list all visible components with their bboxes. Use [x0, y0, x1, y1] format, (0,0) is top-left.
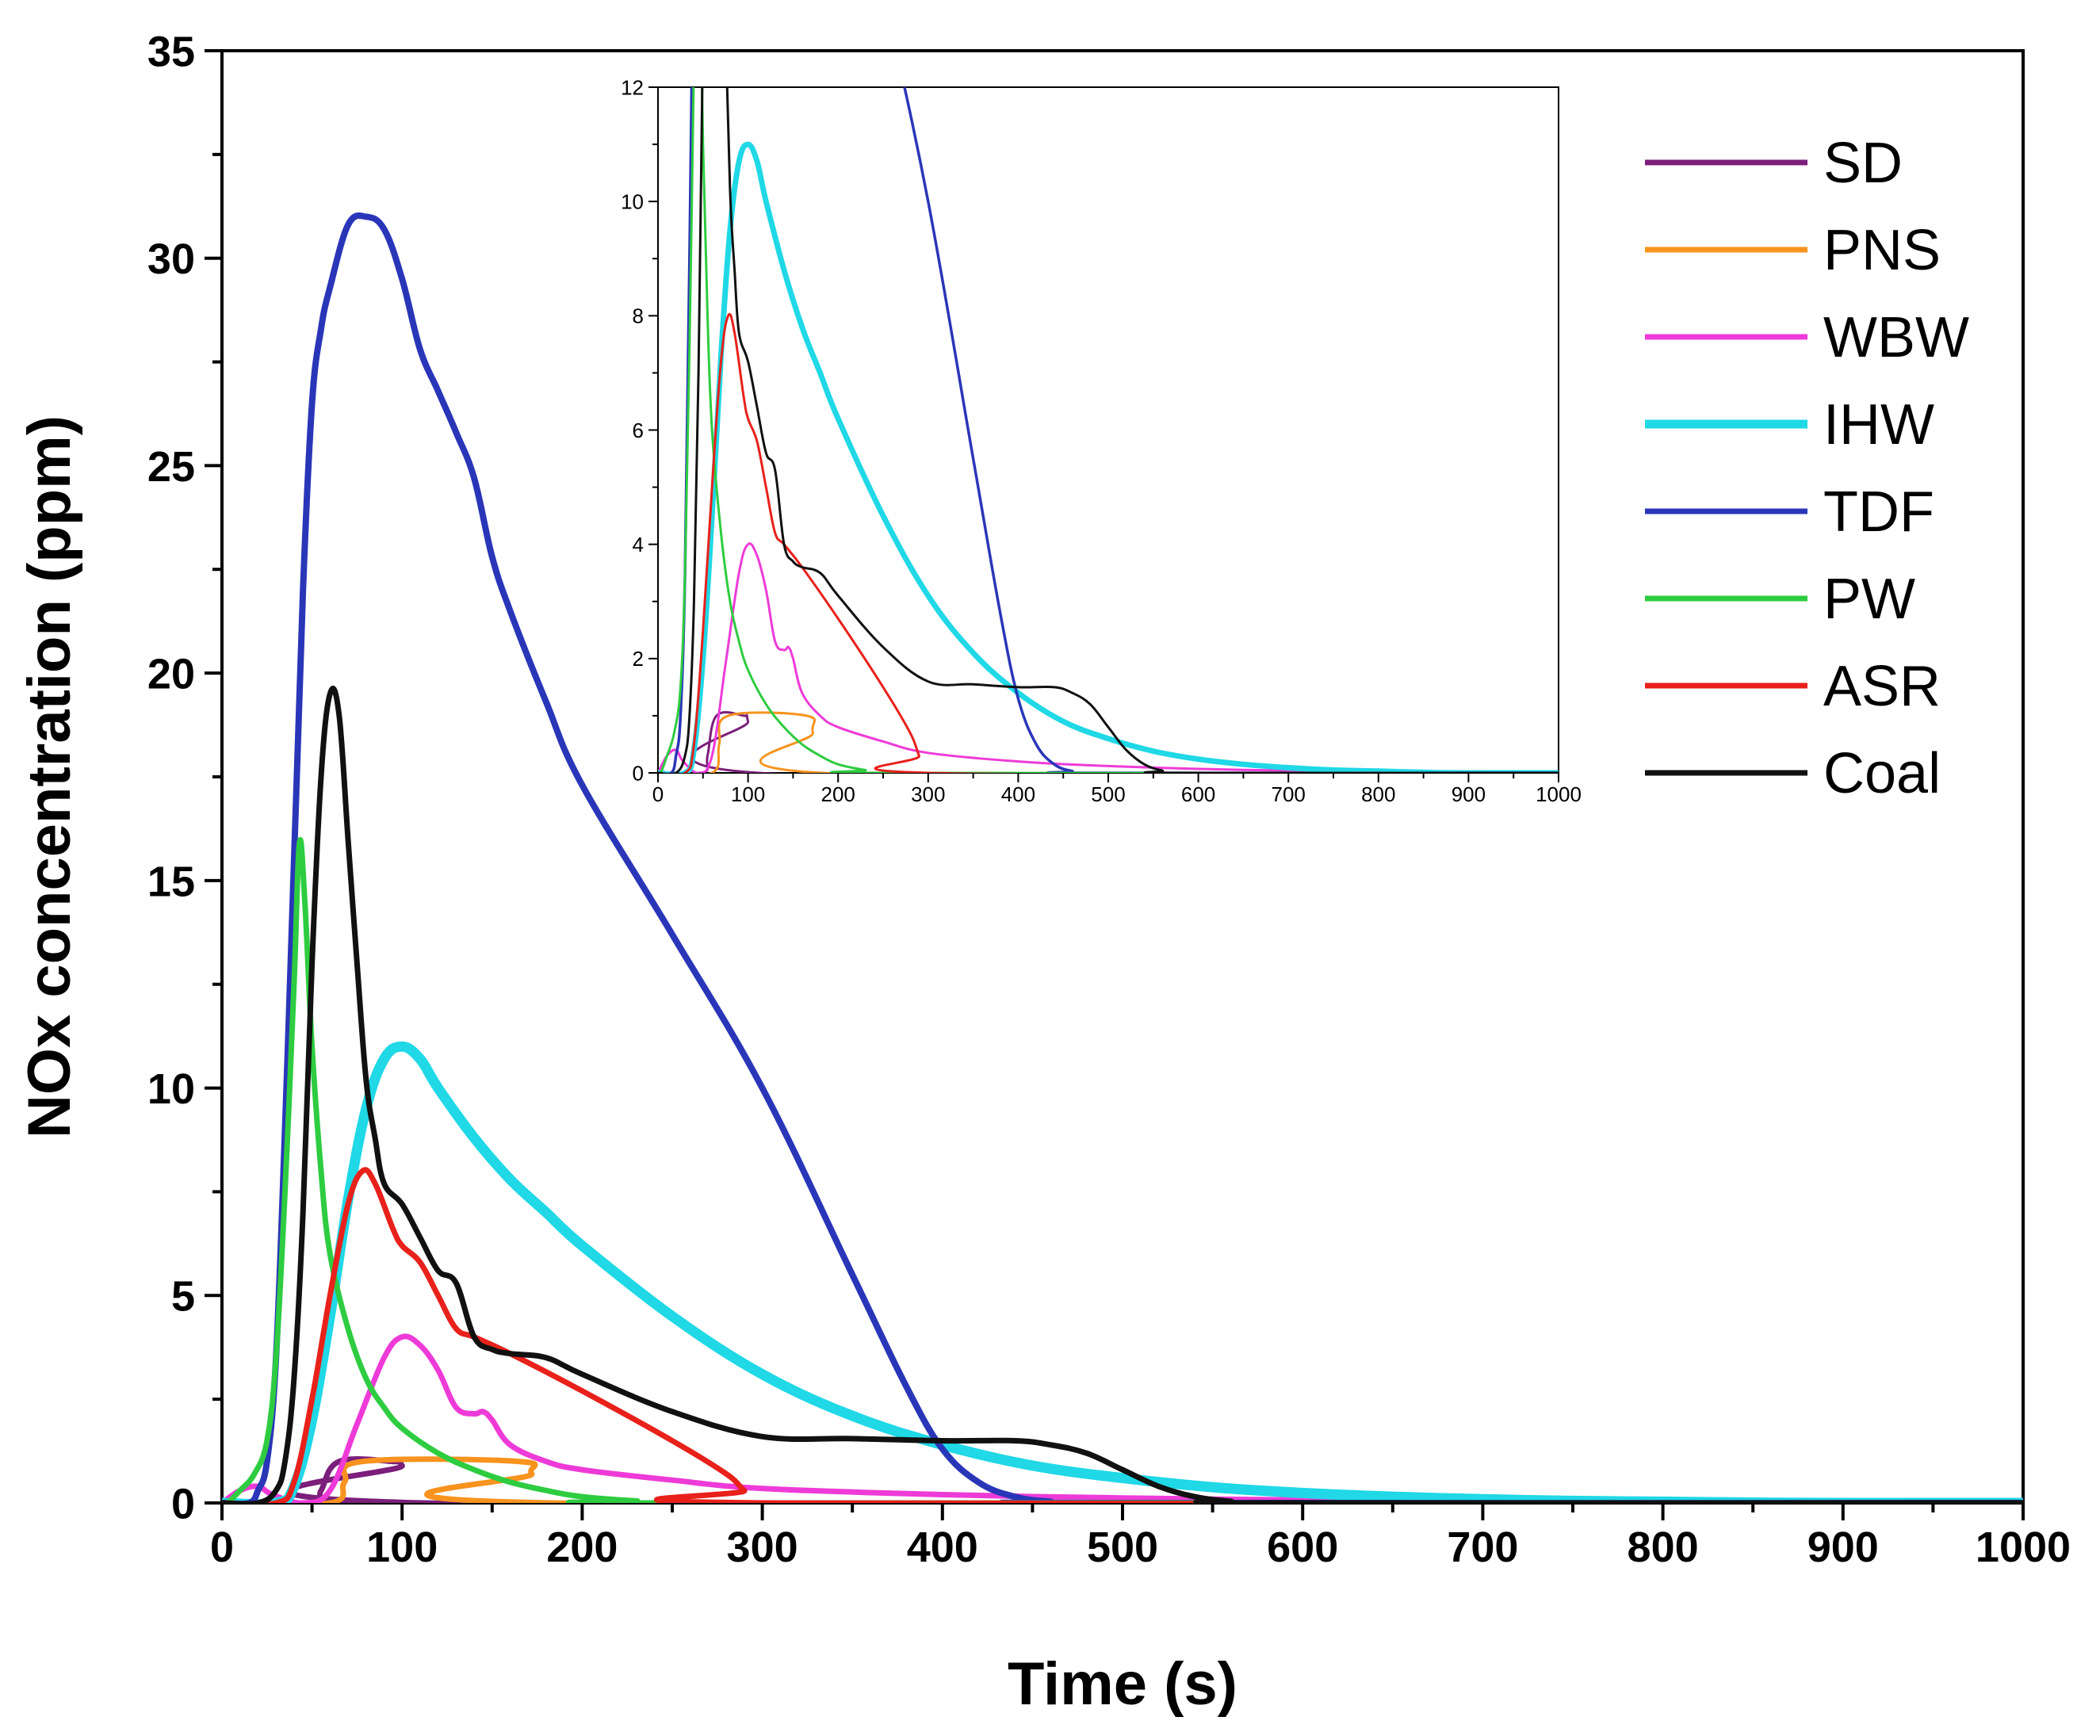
y-tick-label: 5: [171, 1273, 195, 1321]
legend-label-tdf: TDF: [1823, 480, 1934, 544]
series-line-tdf-inset: [658, 87, 1559, 773]
series-line-coal: [222, 686, 2023, 1503]
x-tick-label: 700: [1272, 782, 1306, 806]
series-line-tdf: [222, 212, 2023, 1503]
y-tick-label: 10: [621, 190, 644, 214]
x-tick-label: 0: [652, 782, 664, 806]
y-axis-title: NOx concentration (ppm): [16, 415, 83, 1138]
legend-label-asr: ASR: [1823, 655, 1941, 718]
legend-label-coal: Coal: [1823, 742, 1941, 805]
x-tick-label: 1000: [1536, 782, 1582, 806]
x-tick-label: 200: [821, 782, 855, 806]
y-tick-label: 2: [633, 647, 644, 671]
x-tick-label: 700: [1447, 1524, 1518, 1571]
y-tick-label: 0: [171, 1480, 195, 1528]
y-tick-label: 8: [633, 304, 644, 328]
x-tick-label: 100: [731, 782, 765, 806]
legend: SD PNS WBW IHW TDF PW ASR Coal: [1645, 132, 1969, 805]
series-line-coal-inset: [658, 87, 1559, 773]
x-tick-label: 600: [1267, 1524, 1338, 1571]
legend-label-wbw: WBW: [1823, 306, 1969, 369]
legend-label-ihw: IHW: [1823, 393, 1934, 457]
y-tick-label: 30: [147, 235, 195, 283]
x-axis-title: Time (s): [1008, 1650, 1237, 1718]
x-tick-label: 1000: [1976, 1524, 2071, 1571]
x-tick-label: 200: [546, 1524, 618, 1571]
x-tick-label: 400: [907, 1524, 978, 1571]
inset-axis-ticks: 0 100 200 300 400 500 600 700 800 900 1000 0 2 4 6 8 10 1…: [621, 75, 1582, 806]
y-tick-label: 6: [633, 419, 644, 442]
y-tick-label: 20: [147, 651, 195, 698]
series-line-asr-inset: [658, 312, 1559, 773]
y-tick-label: 0: [633, 761, 644, 785]
legend-label-sd: SD: [1823, 132, 1903, 195]
x-tick-label: 900: [1452, 782, 1486, 806]
series-line-sd-inset: [658, 711, 1559, 773]
x-tick-label: 600: [1181, 782, 1215, 806]
series-line-pns: [222, 1456, 2023, 1503]
legend-label-pw: PW: [1823, 568, 1915, 631]
series-line-asr: [222, 1167, 2023, 1503]
x-tick-label: 300: [911, 782, 945, 806]
y-tick-label: 25: [147, 443, 195, 491]
x-tick-label: 500: [1091, 782, 1125, 806]
series-line-wbw-inset: [658, 542, 1559, 773]
x-tick-label: 900: [1807, 1524, 1879, 1571]
legend-label-pns: PNS: [1823, 219, 1941, 282]
x-tick-label: 500: [1087, 1524, 1158, 1571]
y-tick-label: 10: [147, 1065, 195, 1113]
y-tick-label: 4: [633, 533, 644, 556]
series-line-pw-inset: [658, 87, 1559, 773]
x-tick-label: 0: [210, 1524, 234, 1571]
series-line-pns-inset: [658, 711, 1559, 773]
y-tick-label: 15: [147, 858, 195, 905]
x-tick-label: 800: [1361, 782, 1395, 806]
main-series-group: [222, 212, 2023, 1503]
x-tick-label: 100: [366, 1524, 438, 1571]
x-tick-label: 800: [1628, 1524, 1699, 1571]
main-axis-ticks: 0 100 200 300 400 500 600 700 800 900 100005101520…: [147, 28, 2071, 1571]
y-tick-label: 12: [621, 75, 644, 99]
inset-series-group: [658, 87, 1559, 773]
x-tick-label: 300: [727, 1524, 798, 1571]
inset-plot-frame: [657, 86, 1559, 774]
x-tick-label: 400: [1001, 782, 1035, 806]
series-line-pw: [222, 836, 2023, 1503]
y-tick-label: 35: [147, 28, 195, 75]
